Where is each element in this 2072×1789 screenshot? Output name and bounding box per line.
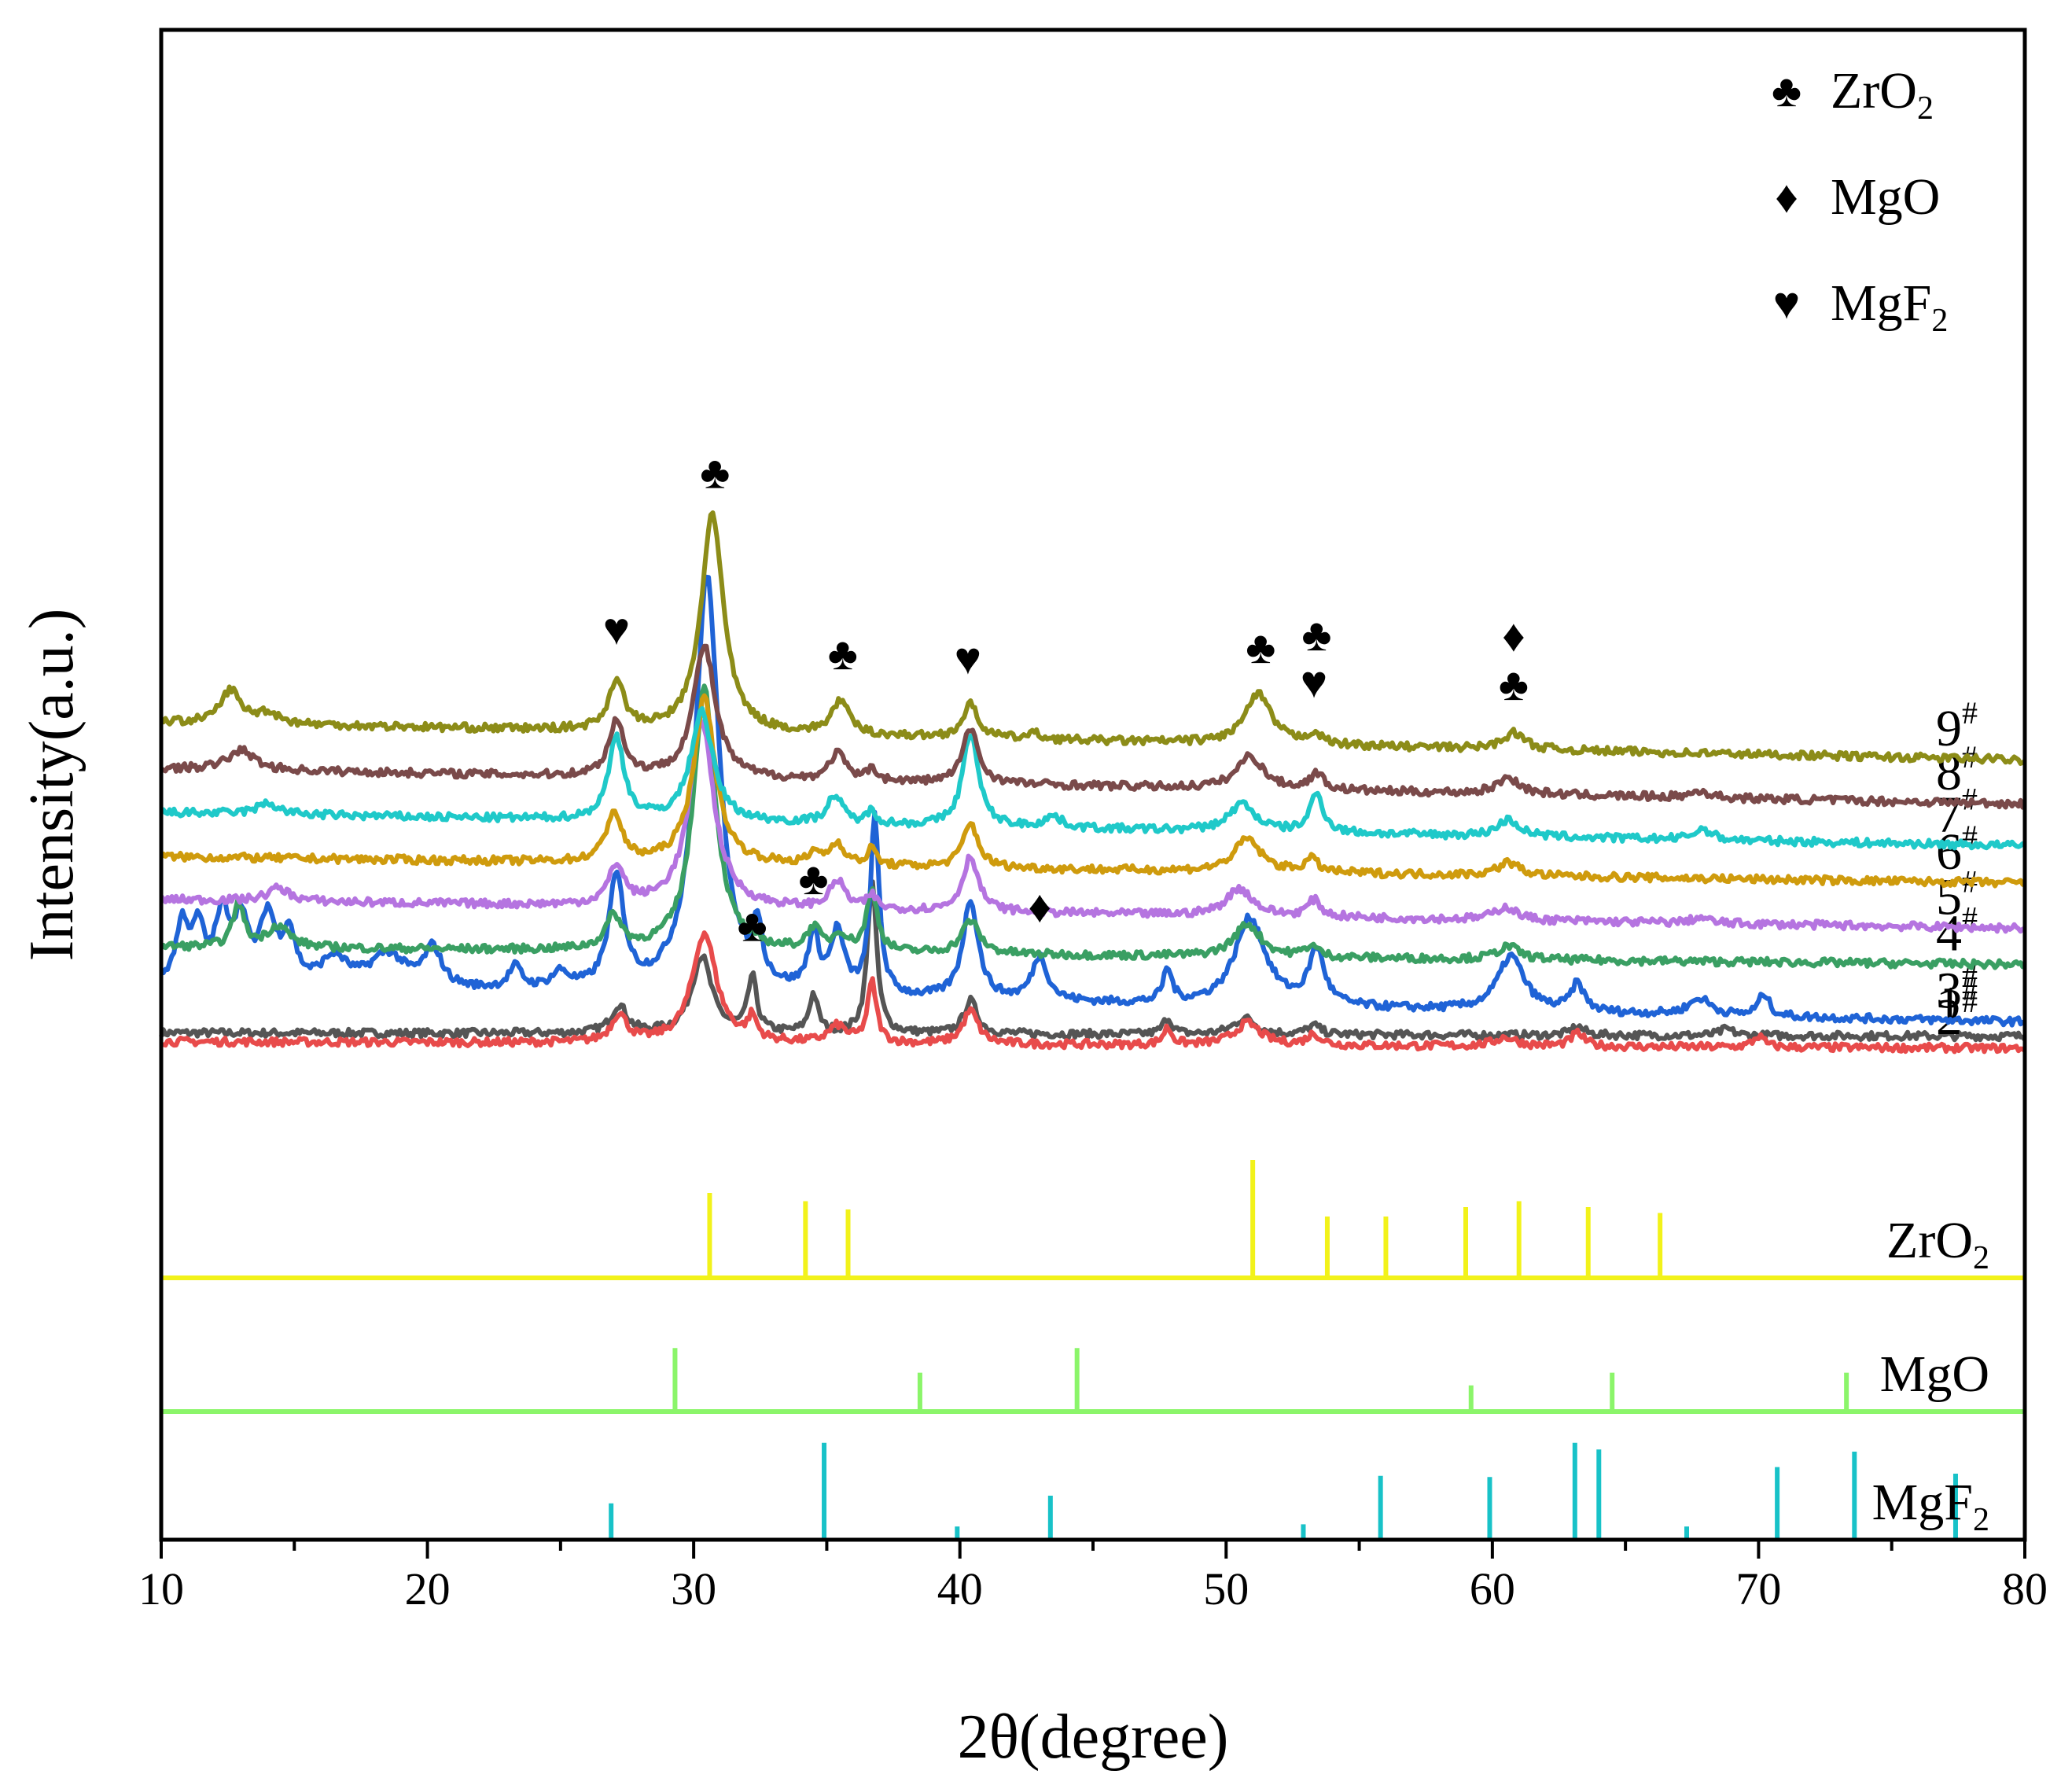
x-tick-label: 60 [1470, 1563, 1515, 1614]
peak-marker-icon: ♥ [603, 604, 630, 655]
series-1-trace [159, 879, 2027, 1043]
legend-entry-text: MgO [1831, 168, 1940, 226]
peak-marker-icon: ♣ [1301, 609, 1331, 661]
series-6-trace [159, 693, 2026, 889]
peak-marker-icon: ♣ [828, 628, 858, 679]
legend: ♣ ZrO2♦ MgO♥ MgF2 [1772, 62, 1948, 339]
series-5-trace [159, 719, 2026, 934]
series-8-label-text: 8 [1936, 744, 1962, 801]
x-axis: 10 20 30 40 50 60 70 80 [138, 1540, 2048, 1614]
peak-marker-icon: ♣ [1499, 659, 1529, 710]
series-9-trace [159, 510, 2026, 766]
series-4-trace [159, 683, 2027, 970]
peak-marker-icon: ♥ [1301, 657, 1327, 708]
ref-MgF2-label-script: 2 [1973, 1502, 1989, 1538]
ref-MgO-label-text: MgO [1880, 1345, 1989, 1403]
series-6-label-text: 6 [1936, 823, 1962, 881]
series-8-trace [160, 643, 2026, 810]
x-tick-label: 40 [937, 1563, 983, 1614]
x-tick-label: 10 [138, 1563, 184, 1614]
x-tick-label: 50 [1203, 1563, 1249, 1614]
x-tick-label: 30 [671, 1563, 716, 1614]
ref-MgO-label: MgO [1880, 1345, 1989, 1403]
legend-entry-script: 2 [1931, 303, 1948, 339]
series-9-label-text: 9 [1936, 700, 1962, 757]
x-tick-label: 20 [405, 1563, 451, 1614]
peak-marker-icon: ♦ [1028, 882, 1051, 933]
peak-marker-icon: ♥ [955, 633, 981, 684]
legend-entry-text: ZrO [1831, 62, 1917, 120]
legend-entry: MgO [1831, 168, 1940, 226]
legend-entry-text: MgF [1831, 274, 1931, 332]
legend-entry: ZrO2 [1831, 62, 1934, 127]
x-tick-label: 80 [2002, 1563, 2048, 1614]
legend-entry-script: 2 [1917, 90, 1934, 127]
series-1-label-script: # [1962, 972, 1978, 1007]
ref-ZrO2-label: ZrO2 [1886, 1212, 1989, 1276]
ref-MgF2-label-text: MgF [1872, 1474, 1973, 1531]
peak-marker-icon: ♣ [700, 447, 730, 498]
peak-marker-icon: ♣ [798, 853, 828, 904]
ref-MgF2-label: MgF2 [1872, 1474, 1989, 1538]
y-axis-title: Intensity(a.u.) [17, 609, 86, 962]
legend-entry: MgF2 [1831, 274, 1948, 339]
series-7-label-text: 7 [1936, 786, 1962, 843]
series-4-label-text: 4 [1936, 905, 1962, 963]
series-9-label-script: # [1962, 695, 1978, 731]
series-7-trace [160, 706, 2026, 851]
series-2-label-script: # [1962, 984, 1978, 1019]
series-3-trace [159, 574, 2026, 1028]
peak-marker-icon: ♣ [738, 900, 767, 952]
x-tick-label: 70 [1735, 1563, 1781, 1614]
legend-symbol-icon: ♥ [1773, 278, 1800, 329]
legend-symbol-icon: ♦ [1775, 171, 1798, 223]
legend-symbol-icon: ♣ [1772, 65, 1801, 116]
series-4-label: 4# [1936, 900, 1978, 963]
ref-ZrO2-label-script: 2 [1973, 1240, 1989, 1276]
series-9-label: 9# [1936, 695, 1978, 757]
x-axis-title: 2θ(degree) [958, 1702, 1229, 1772]
ref-ZrO2-label-text: ZrO [1886, 1212, 1973, 1269]
peak-marker-icon: ♣ [1246, 622, 1275, 673]
peak-marker-icon: ♦ [1502, 610, 1525, 661]
series-3-label-text: 3 [1936, 962, 1962, 1019]
series-2-trace [160, 930, 2027, 1055]
